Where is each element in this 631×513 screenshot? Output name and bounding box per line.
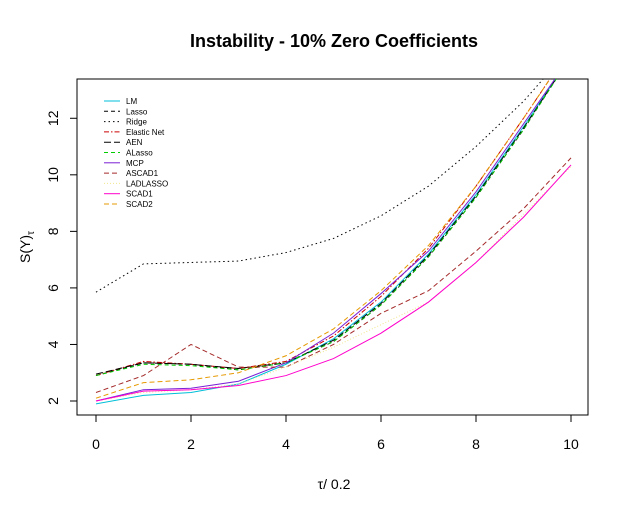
legend-label: ALasso <box>126 149 153 158</box>
series-line-elastic-net <box>95 79 551 377</box>
y-axis-label: S(Y)τ <box>17 231 37 263</box>
x-tick-label: 2 <box>187 436 195 452</box>
legend-label: SCAD1 <box>126 190 153 199</box>
series-line-alasso <box>95 79 557 377</box>
x-tick-label: 0 <box>92 436 100 452</box>
x-axis: 0 2 4 6 8 10 <box>92 414 579 452</box>
legend-label: LM <box>126 97 137 106</box>
x-axis-label-rest: / 0.2 <box>323 476 350 492</box>
legend-label: LADLASSO <box>126 179 168 188</box>
series-line-ridge <box>95 79 544 293</box>
x-tick-label: 4 <box>282 436 290 452</box>
y-tick-label: 10 <box>45 167 61 183</box>
series-layer <box>95 79 572 405</box>
series-line-scad1 <box>95 164 572 402</box>
legend-label: Elastic Net <box>126 128 165 137</box>
series-line-ladlasso <box>95 165 572 402</box>
y-tick-label: 2 <box>45 397 61 405</box>
x-tick-label: 6 <box>377 436 385 452</box>
legend-label: MCP <box>126 159 144 168</box>
y-axis-label-main: S(Y) <box>17 235 33 263</box>
legend-label: SCAD2 <box>126 200 153 209</box>
y-axis: 2 4 6 8 10 12 <box>45 110 78 405</box>
x-axis-label: τ/ 0.2 <box>318 476 351 492</box>
series-line-lasso <box>95 79 557 377</box>
x-tick-label: 10 <box>563 436 579 452</box>
y-tick-label: 12 <box>45 110 61 126</box>
y-tick-label: 8 <box>45 227 61 235</box>
y-tick-label: 4 <box>45 340 61 348</box>
series-line-scad2 <box>95 79 551 399</box>
series-line-ascad1 <box>95 157 572 393</box>
series-line-lm <box>95 79 557 405</box>
x-axis-label-tau: τ <box>318 476 324 492</box>
series-line-mcp <box>95 79 556 402</box>
chart-title: Instability - 10% Zero Coefficients <box>190 31 478 51</box>
series-line-aen <box>95 79 557 375</box>
legend-label: Lasso <box>126 107 148 116</box>
legend-label: ASCAD1 <box>126 169 159 178</box>
y-axis-label-sub: τ <box>26 231 37 235</box>
y-tick-label: 6 <box>45 284 61 292</box>
x-tick-label: 8 <box>472 436 480 452</box>
legend-label: AEN <box>126 138 143 147</box>
legend-label: Ridge <box>126 118 147 127</box>
